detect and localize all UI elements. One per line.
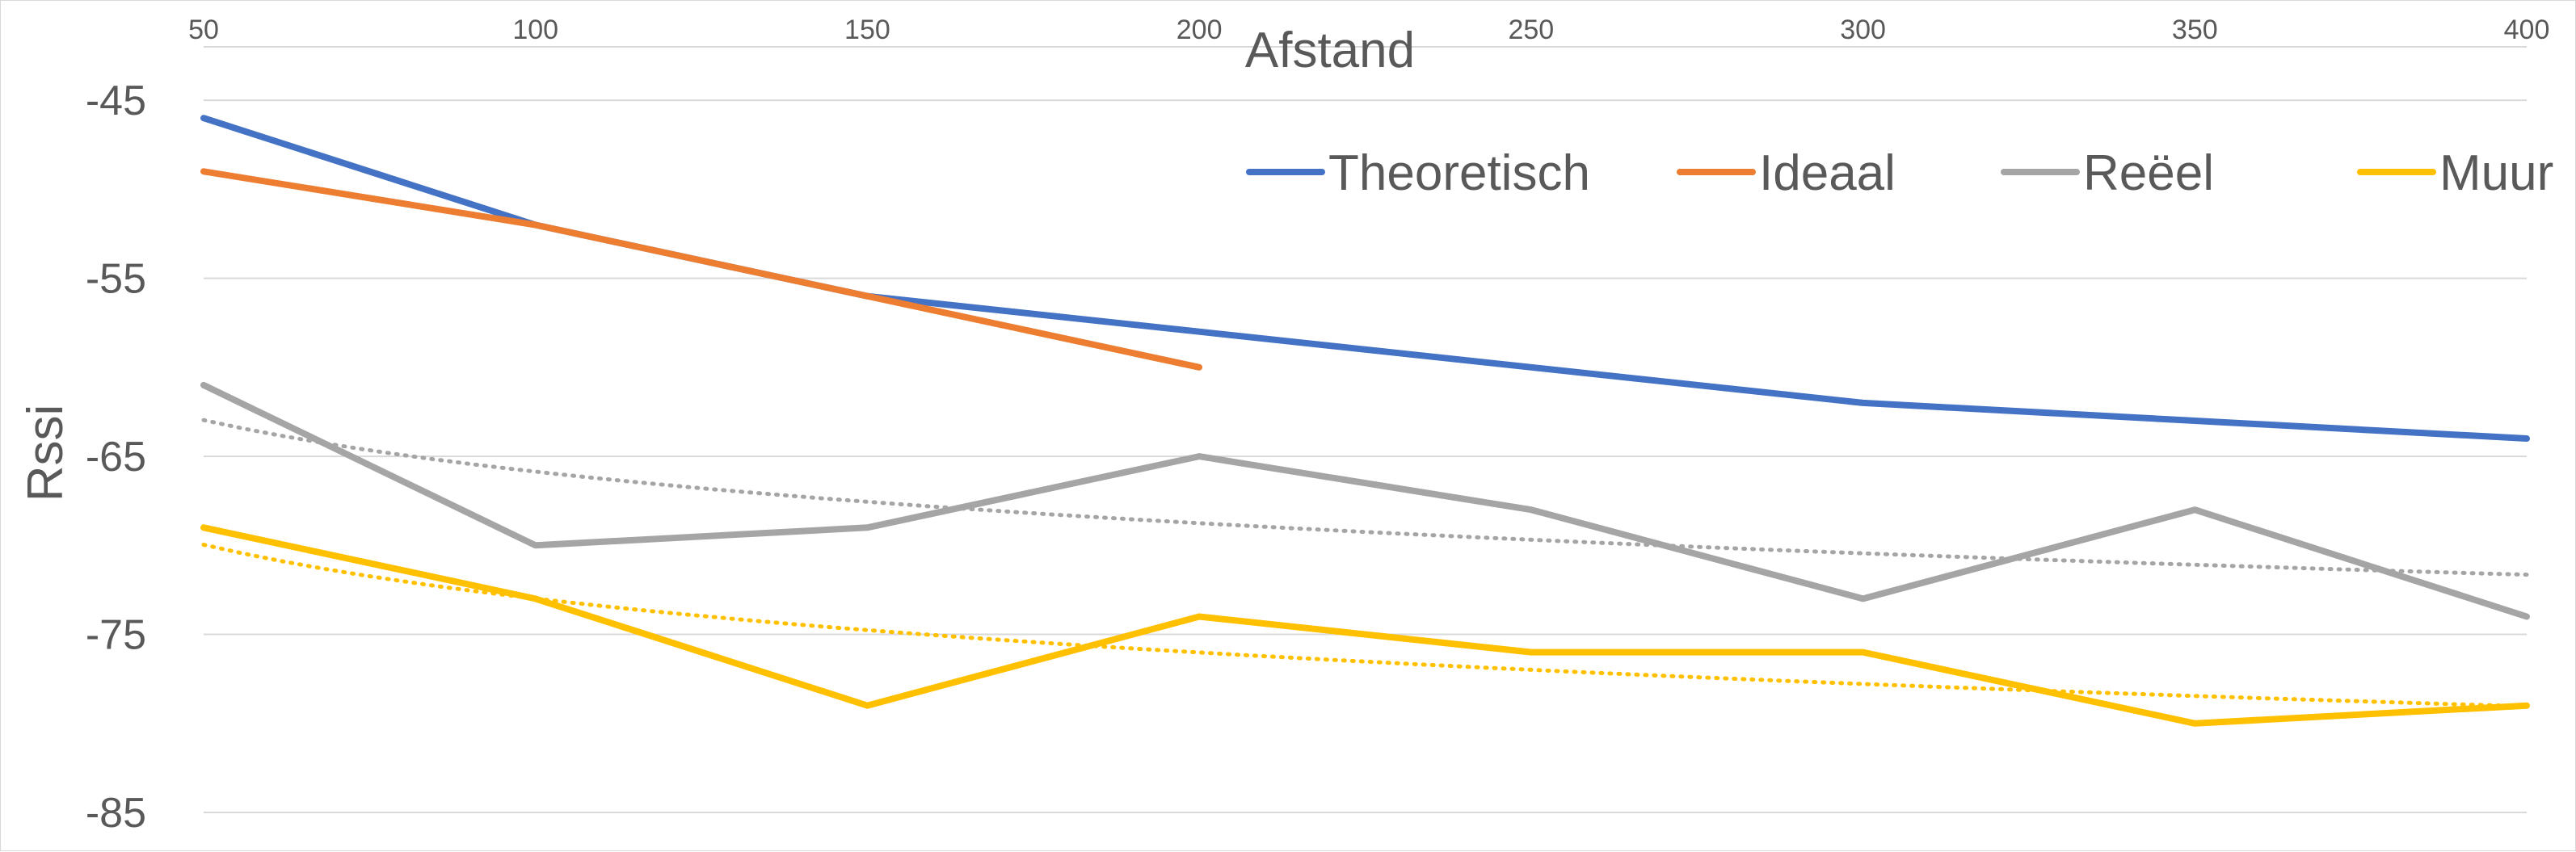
legend-item-muur: Muur xyxy=(2357,145,2553,201)
x-tick-label: 300 xyxy=(1840,15,1886,45)
y-tick-label: -65 xyxy=(86,434,146,481)
x-tick-label: 200 xyxy=(1176,15,1223,45)
y-tick-label: -75 xyxy=(86,612,146,659)
series-lines xyxy=(200,115,2530,727)
y-tick-label: -85 xyxy=(86,790,146,837)
series-line-muur xyxy=(200,524,2530,727)
y-axis-ticks: -45 -55 -65 -75 -85 xyxy=(86,78,146,837)
trendline-reeel xyxy=(201,418,2529,577)
x-axis-title: Afstand xyxy=(1245,23,1415,78)
legend-item-ideaal: Ideaal xyxy=(1677,145,1896,201)
legend-label: Reëel xyxy=(2083,145,2214,201)
series-line-ideaal xyxy=(200,168,1203,371)
x-axis-ticks: 50 100 150 200 250 300 350 400 xyxy=(188,15,2549,45)
legend-label: Theoretisch xyxy=(1328,145,1590,201)
x-tick-label: 400 xyxy=(2504,15,2550,45)
series-line-reeel xyxy=(200,381,2530,620)
legend-label: Ideaal xyxy=(1759,145,1896,201)
gridlines xyxy=(204,46,2527,813)
legend-item-theoretisch: Theoretisch xyxy=(1246,145,1590,201)
x-tick-label: 350 xyxy=(2172,15,2218,45)
legend: Theoretisch Ideaal Reëel Muur xyxy=(1246,145,2553,201)
legend-item-reeel: Reëel xyxy=(2001,145,2214,201)
y-tick-label: -45 xyxy=(86,78,146,124)
y-tick-label: -55 xyxy=(86,256,146,303)
y-axis-title: Rssi xyxy=(18,405,74,502)
x-tick-label: 100 xyxy=(512,15,558,45)
legend-label: Muur xyxy=(2439,145,2553,201)
x-tick-label: 150 xyxy=(844,15,890,45)
trendline-muur xyxy=(201,543,2529,709)
x-tick-label: 250 xyxy=(1508,15,1554,45)
x-tick-label: 50 xyxy=(188,15,219,45)
trendlines xyxy=(201,418,2529,709)
